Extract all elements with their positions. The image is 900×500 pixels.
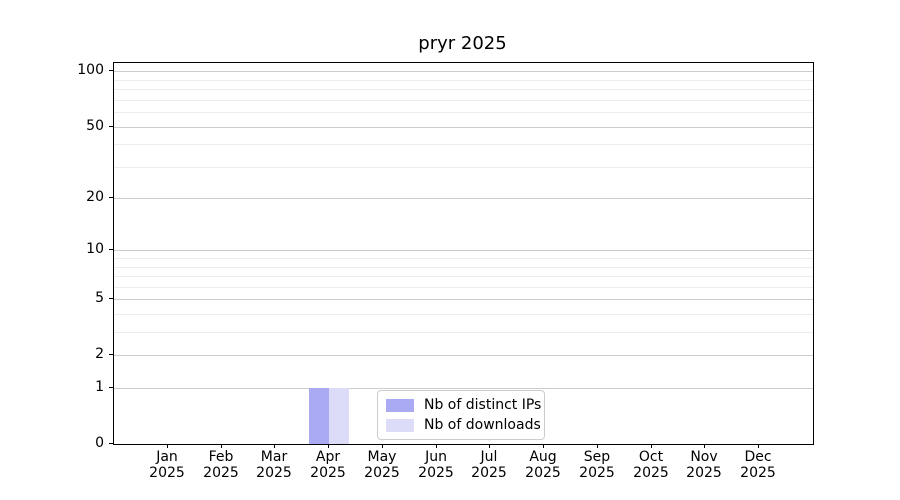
plot-area: [113, 62, 814, 445]
major-gridline: [114, 127, 813, 128]
y-tick-mark: [109, 443, 113, 444]
y-tick-mark: [109, 126, 113, 127]
minor-gridline: [114, 314, 813, 315]
major-gridline: [114, 388, 813, 389]
x-tick-mark: [221, 444, 222, 448]
x-tick-label: Apr 2025: [310, 449, 346, 481]
y-tick-mark: [109, 354, 113, 355]
minor-gridline: [114, 112, 813, 113]
x-tick-label: Oct 2025: [633, 449, 669, 481]
minor-gridline: [114, 287, 813, 288]
minor-gridline: [114, 89, 813, 90]
legend-item-downloads: Nb of downloads: [386, 415, 541, 435]
y-tick-mark: [109, 70, 113, 71]
y-tick-label: 1: [95, 379, 104, 395]
y-tick-mark: [109, 298, 113, 299]
minor-gridline: [114, 80, 813, 81]
legend-label-distinct-ips: Nb of distinct IPs: [424, 397, 542, 413]
y-tick-label: 50: [86, 118, 104, 134]
chart-title: pryr 2025: [418, 33, 507, 54]
minor-gridline: [114, 332, 813, 333]
x-tick-mark: [328, 444, 329, 448]
minor-gridline: [114, 167, 813, 168]
x-tick-mark: [651, 444, 652, 448]
legend-swatch-downloads: [386, 418, 414, 432]
x-tick-label: Jun 2025: [418, 449, 454, 481]
legend: Nb of distinct IPs Nb of downloads: [377, 390, 545, 440]
bar-nb-of-distinct-ips-apr: [309, 388, 329, 444]
x-tick-label: Sep 2025: [579, 449, 615, 481]
bar-nb-of-downloads-apr: [329, 388, 349, 444]
x-tick-label: Aug 2025: [525, 449, 561, 481]
x-tick-mark: [274, 444, 275, 448]
major-gridline: [114, 299, 813, 300]
minor-gridline: [114, 267, 813, 268]
x-tick-mark: [758, 444, 759, 448]
y-tick-label: 10: [86, 241, 104, 257]
legend-label-downloads: Nb of downloads: [424, 417, 541, 433]
y-tick-mark: [109, 197, 113, 198]
y-tick-label: 100: [77, 62, 104, 78]
y-tick-label: 20: [86, 189, 104, 205]
x-tick-label: Jan 2025: [149, 449, 185, 481]
x-tick-label: May 2025: [364, 449, 400, 481]
legend-swatch-distinct-ips: [386, 398, 414, 412]
x-tick-label: Dec 2025: [740, 449, 776, 481]
y-tick-mark: [109, 249, 113, 250]
x-tick-mark: [436, 444, 437, 448]
y-tick-label: 0: [95, 435, 104, 451]
minor-gridline: [114, 258, 813, 259]
y-tick-label: 2: [95, 346, 104, 362]
major-gridline: [114, 355, 813, 356]
x-tick-label: Feb 2025: [203, 449, 239, 481]
y-tick-mark: [109, 387, 113, 388]
legend-item-distinct-ips: Nb of distinct IPs: [386, 395, 541, 415]
x-tick-mark: [382, 444, 383, 448]
x-tick-mark: [704, 444, 705, 448]
y-tick-label: 5: [95, 290, 104, 306]
x-tick-mark: [489, 444, 490, 448]
minor-gridline: [114, 276, 813, 277]
minor-gridline: [114, 100, 813, 101]
x-tick-label: Jul 2025: [471, 449, 507, 481]
x-tick-mark: [167, 444, 168, 448]
major-gridline: [114, 198, 813, 199]
x-tick-label: Mar 2025: [256, 449, 292, 481]
major-gridline: [114, 250, 813, 251]
minor-gridline: [114, 144, 813, 145]
x-tick-mark: [543, 444, 544, 448]
x-tick-label: Nov 2025: [686, 449, 722, 481]
major-gridline: [114, 71, 813, 72]
x-tick-mark: [597, 444, 598, 448]
